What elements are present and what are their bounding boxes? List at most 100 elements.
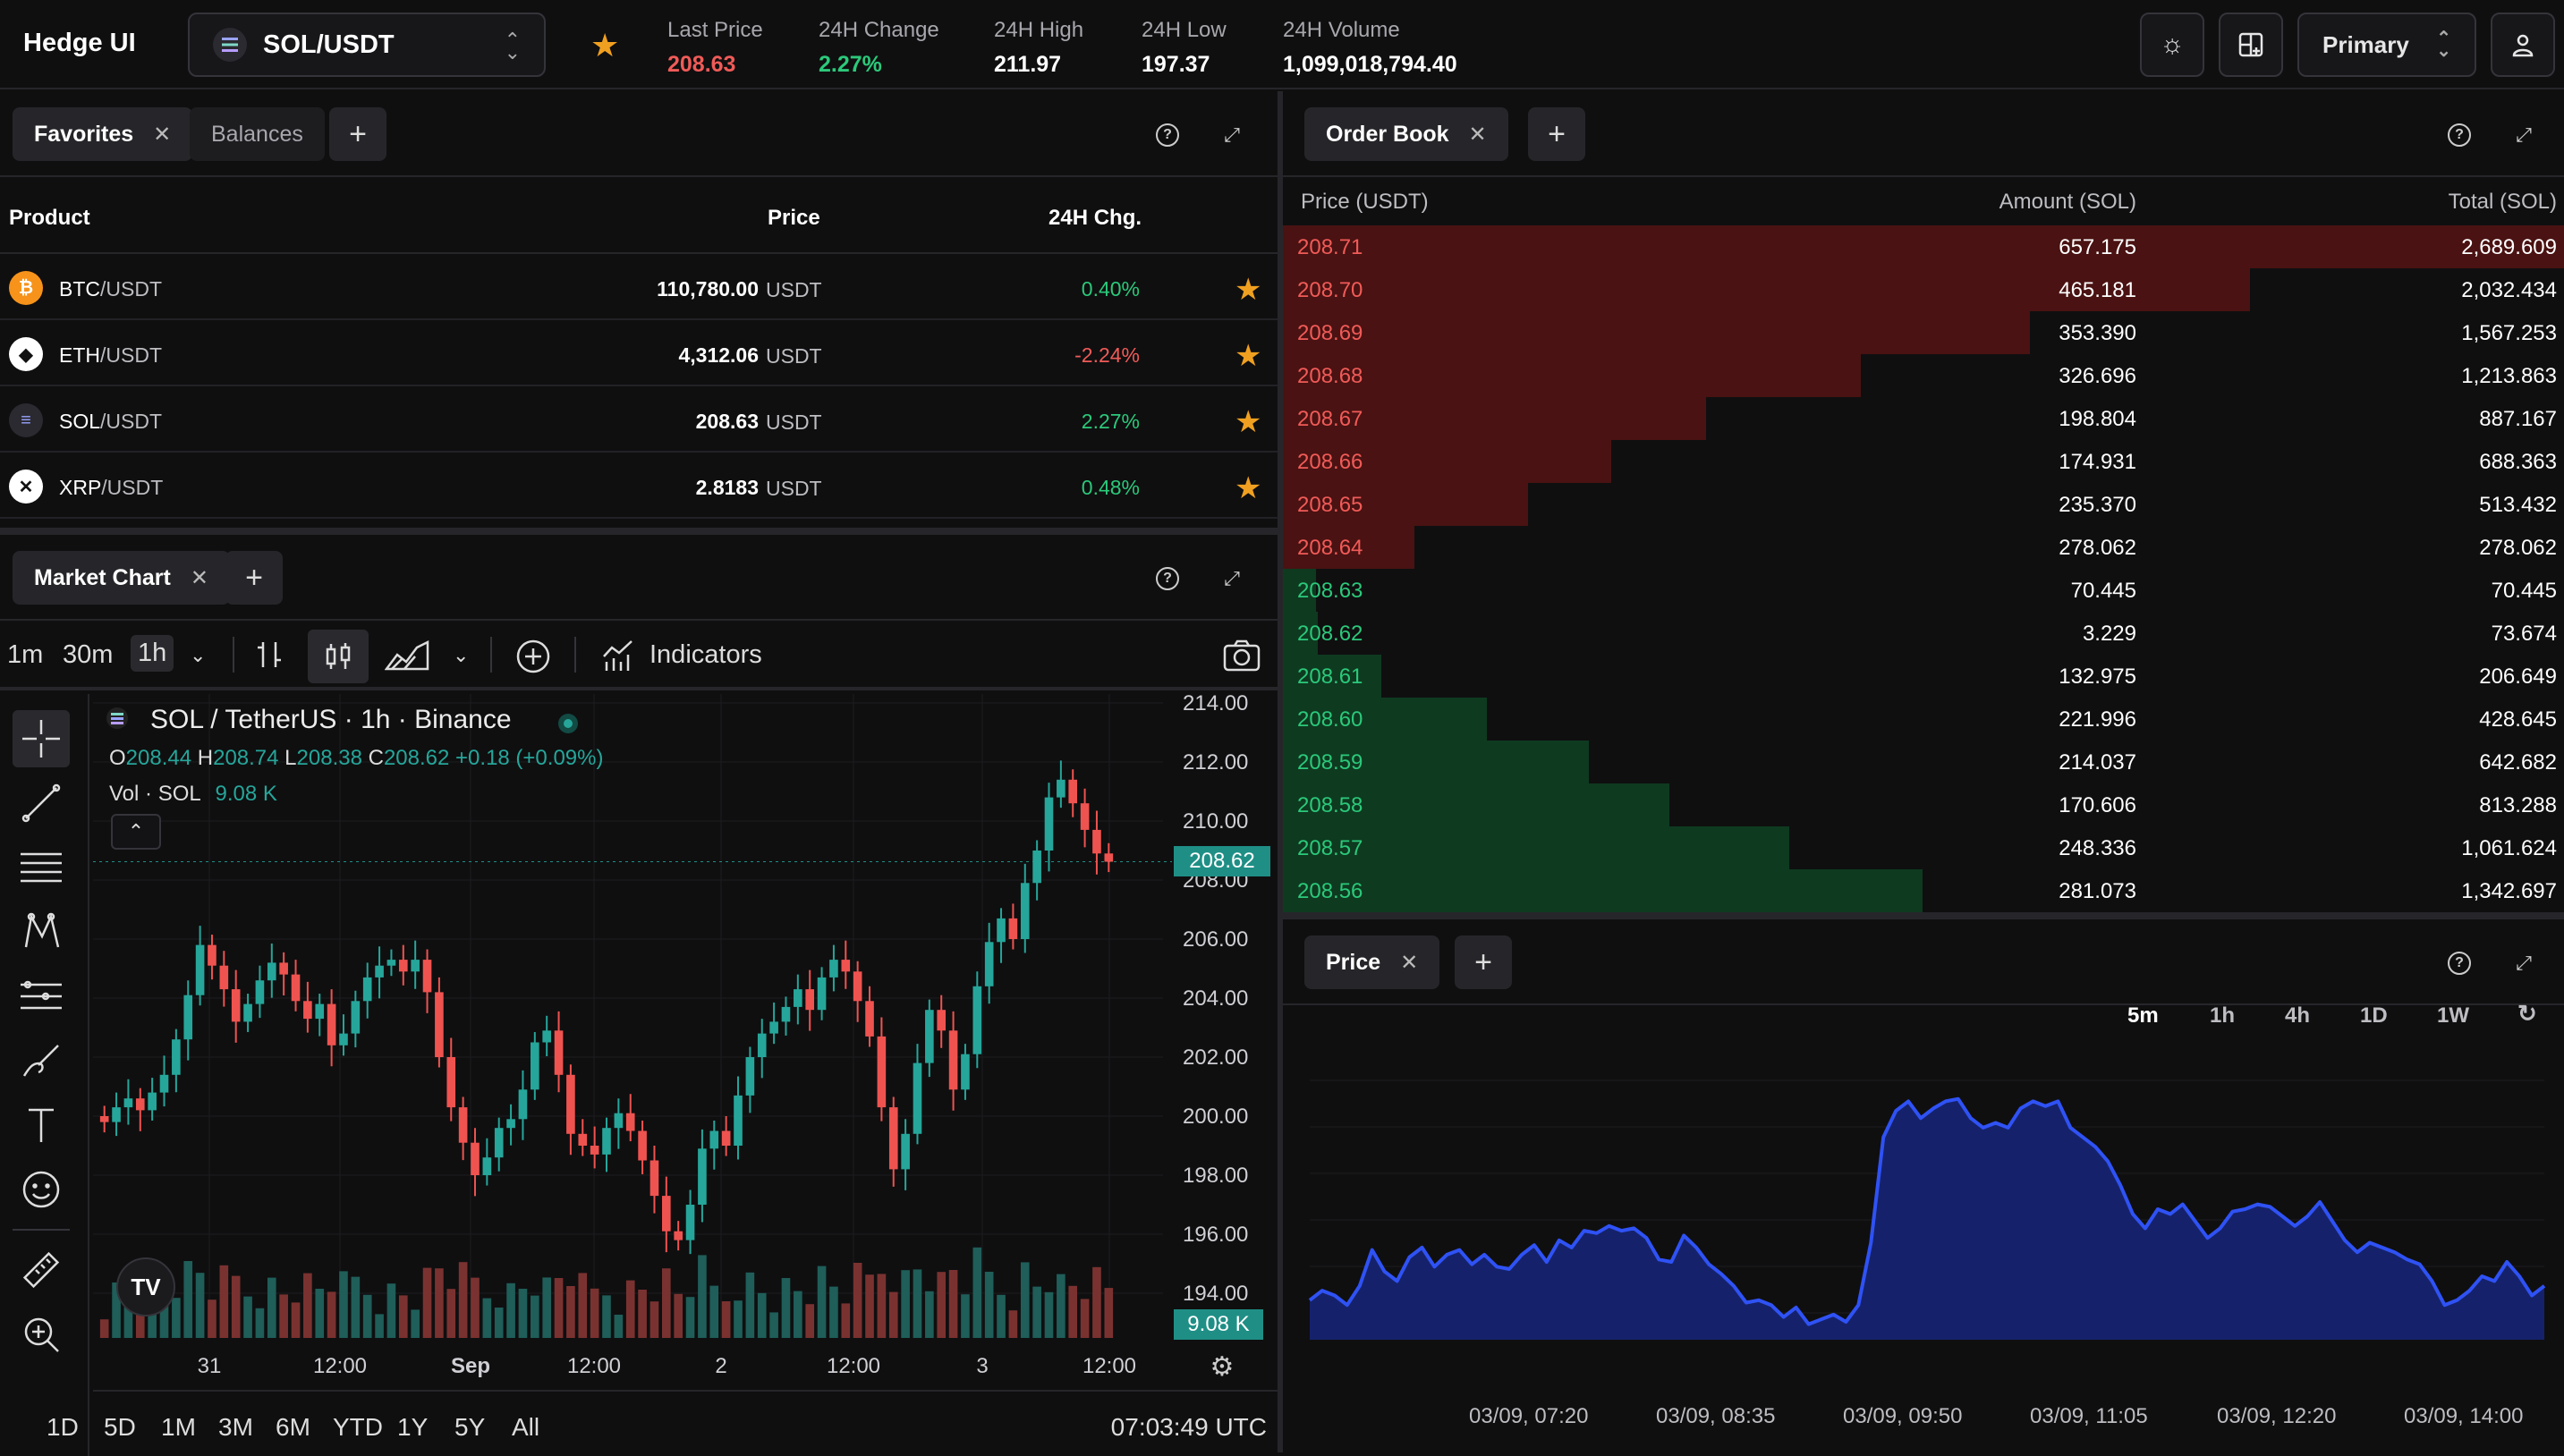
ask-row[interactable]: 208.65 235.370 513.432 xyxy=(1283,483,2564,526)
ask-row[interactable]: 208.67 198.804 887.167 xyxy=(1283,397,2564,440)
ask-row[interactable]: 208.71 657.175 2,689.609 xyxy=(1283,225,2564,268)
candle-body xyxy=(805,989,815,1011)
expand-icon[interactable]: ⤢ xyxy=(2516,123,2532,146)
range-button[interactable]: 1M xyxy=(161,1413,196,1441)
ask-row[interactable]: 208.70 465.181 2,032.434 xyxy=(1283,268,2564,311)
help-icon[interactable]: ? xyxy=(1156,567,1179,590)
table-row[interactable]: ◆ ETH/USDT 4,312.06 USDT -2.24% ★ xyxy=(0,320,1278,386)
bid-row[interactable]: 208.57 248.336 1,061.624 xyxy=(1283,826,2564,869)
tab-balances[interactable]: Balances xyxy=(190,107,325,161)
emoji-icon[interactable] xyxy=(13,1161,70,1218)
layout-add-icon xyxy=(2238,32,2263,57)
star-icon[interactable]: ★ xyxy=(1235,339,1262,373)
tab-favorites[interactable]: Favorites ✕ xyxy=(13,107,193,161)
pattern-icon[interactable] xyxy=(13,903,70,961)
trend-line-icon[interactable] xyxy=(13,775,70,832)
range-1h[interactable]: 1h xyxy=(2210,1003,2236,1028)
text-tool-icon[interactable] xyxy=(13,1096,70,1154)
range-5m[interactable]: 5m xyxy=(2127,1003,2159,1028)
close-icon[interactable]: ✕ xyxy=(153,122,172,147)
help-icon[interactable]: ? xyxy=(1156,123,1179,147)
bid-row[interactable]: 208.61 132.975 206.649 xyxy=(1283,655,2564,698)
refresh-icon[interactable]: ↻ xyxy=(2517,1000,2537,1027)
bid-row[interactable]: 208.63 70.445 70.445 xyxy=(1283,569,2564,612)
table-row[interactable]: ✕ XRP/USDT 2.8183 USDT 0.48% ★ xyxy=(0,453,1278,519)
indicators-button[interactable]: Indicators xyxy=(649,640,762,669)
stat-value: 1,099,018,794.40 xyxy=(1283,52,1457,77)
close-icon[interactable]: ✕ xyxy=(1468,122,1487,147)
user-button[interactable] xyxy=(2491,13,2555,77)
layout-button[interactable] xyxy=(2219,13,2283,77)
volume-bar xyxy=(494,1308,504,1338)
add-tab-button[interactable]: + xyxy=(1455,935,1512,989)
interval-30m[interactable]: 30m xyxy=(63,640,114,669)
bid-row[interactable]: 208.58 170.606 813.288 xyxy=(1283,783,2564,826)
range-4h[interactable]: 4h xyxy=(2285,1003,2311,1028)
gear-icon[interactable]: ⚙ xyxy=(1210,1351,1235,1382)
volume-bar xyxy=(1092,1266,1101,1338)
expand-icon[interactable]: ⤢ xyxy=(2516,952,2532,974)
tab-market-chart[interactable]: Market Chart ✕ xyxy=(13,551,230,605)
collapse-legend-button[interactable]: ⌃ xyxy=(111,814,161,850)
crosshair-icon[interactable] xyxy=(13,710,70,767)
brush-icon[interactable] xyxy=(13,1032,70,1089)
fib-retracement-icon[interactable] xyxy=(13,968,70,1025)
range-1w[interactable]: 1W xyxy=(2437,1003,2469,1028)
range-1d[interactable]: 1D xyxy=(2360,1003,2388,1028)
camera-icon[interactable] xyxy=(1222,639,1261,673)
star-icon[interactable]: ★ xyxy=(1235,273,1262,307)
help-icon[interactable]: ? xyxy=(2448,123,2471,147)
ask-row[interactable]: 208.68 326.696 1,213.863 xyxy=(1283,354,2564,397)
interval-1h[interactable]: 1h xyxy=(131,635,174,672)
close-icon[interactable]: ✕ xyxy=(1400,950,1419,975)
order-price: 208.57 xyxy=(1297,836,1363,860)
add-circle-icon[interactable] xyxy=(515,639,551,674)
star-icon[interactable]: ★ xyxy=(1235,405,1262,439)
ask-row[interactable]: 208.66 174.931 688.363 xyxy=(1283,440,2564,483)
candles-button[interactable] xyxy=(308,630,369,683)
account-selector[interactable]: Primary ⌃ ⌄ xyxy=(2297,13,2476,77)
add-tab-button[interactable]: + xyxy=(1528,107,1585,161)
range-button[interactable]: 1Y xyxy=(397,1413,429,1441)
table-row[interactable]: ₿ BTC/USDT 110,780.00 USDT 0.40% ★ xyxy=(0,254,1278,320)
favorite-star-icon[interactable]: ★ xyxy=(590,27,620,63)
star-icon[interactable]: ★ xyxy=(1235,471,1262,505)
help-icon[interactable]: ? xyxy=(2448,952,2471,975)
tradingview-logo[interactable]: TV xyxy=(116,1257,175,1316)
zoom-in-icon[interactable] xyxy=(13,1306,70,1363)
range-button[interactable]: 5Y xyxy=(454,1413,486,1441)
candlestick-chart[interactable]: 214.00 212.00 210.00 208.00 206.00 204.00 202.… xyxy=(47,694,1278,1456)
bid-row[interactable]: 208.60 221.996 428.645 xyxy=(1283,698,2564,741)
range-button[interactable]: 1D xyxy=(47,1413,79,1441)
tab-price[interactable]: Price ✕ xyxy=(1304,935,1440,989)
range-button[interactable]: YTD xyxy=(333,1413,383,1441)
bid-row[interactable]: 208.62 3.229 73.674 xyxy=(1283,612,2564,655)
range-button[interactable]: 6M xyxy=(276,1413,310,1441)
ruler-icon[interactable] xyxy=(13,1241,70,1299)
utc-clock[interactable]: 07:03:49 UTC xyxy=(1110,1413,1267,1441)
expand-icon[interactable]: ⤢ xyxy=(1224,567,1240,589)
expand-icon[interactable]: ⤢ xyxy=(1224,123,1240,146)
close-icon[interactable]: ✕ xyxy=(190,565,208,590)
indicators-icon[interactable] xyxy=(601,639,635,673)
add-tab-button[interactable]: + xyxy=(329,107,386,161)
ask-row[interactable]: 208.69 353.390 1,567.253 xyxy=(1283,311,2564,354)
chevron-down-icon[interactable]: ⌄ xyxy=(190,644,207,666)
bar-chart-icon[interactable] xyxy=(254,639,286,671)
range-button[interactable]: 5D xyxy=(104,1413,136,1441)
candle-body xyxy=(482,1157,492,1175)
interval-1m[interactable]: 1m xyxy=(7,640,44,669)
pair-selector[interactable]: SOL/USDT ⌃ ⌄ xyxy=(188,13,546,77)
horizontal-lines-icon[interactable] xyxy=(13,839,70,896)
theme-toggle-button[interactable]: ☼ xyxy=(2140,13,2204,77)
bid-row[interactable]: 208.56 281.073 1,342.697 xyxy=(1283,869,2564,912)
tab-order-book[interactable]: Order Book ✕ xyxy=(1304,107,1508,161)
ask-row[interactable]: 208.64 278.062 278.062 xyxy=(1283,526,2564,569)
range-button[interactable]: 3M xyxy=(218,1413,253,1441)
chevron-down-icon[interactable]: ⌄ xyxy=(453,644,470,666)
bid-row[interactable]: 208.59 214.037 642.682 xyxy=(1283,741,2564,783)
add-tab-button[interactable]: + xyxy=(225,551,283,605)
table-row[interactable]: ≡ SOL/USDT 208.63 USDT 2.27% ★ xyxy=(0,386,1278,453)
area-chart-icon[interactable] xyxy=(385,637,429,673)
range-button[interactable]: All xyxy=(512,1413,540,1441)
